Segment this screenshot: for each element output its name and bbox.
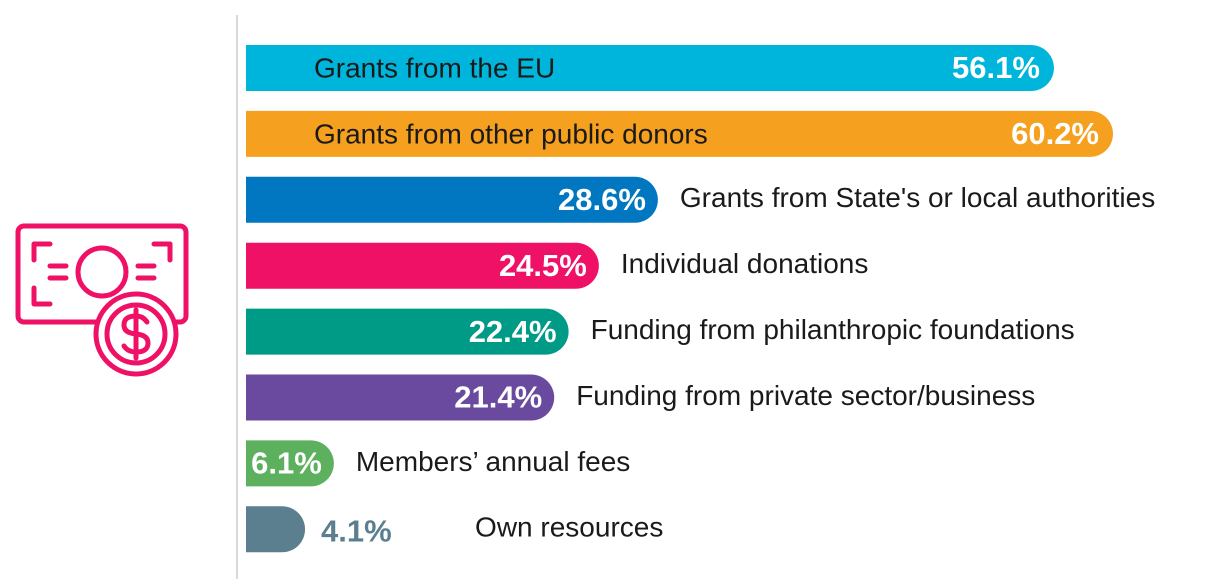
bar <box>246 110 1113 157</box>
bar <box>246 45 1054 91</box>
bar <box>246 374 555 421</box>
category-label: Individual donations <box>621 248 869 279</box>
category-label: Members’ annual fees <box>356 446 630 477</box>
value-label: 60.2% <box>1011 116 1099 151</box>
money-icon <box>15 223 189 377</box>
bar <box>246 308 569 355</box>
value-label: 22.4% <box>469 314 557 349</box>
bar <box>246 176 658 223</box>
category-label: Grants from the EU <box>314 52 555 83</box>
bar <box>246 506 306 553</box>
value-label: 4.1% <box>321 513 392 548</box>
category-label: Own resources <box>475 512 663 543</box>
value-label: 56.1% <box>952 50 1040 85</box>
bar <box>246 440 334 487</box>
value-label: 21.4% <box>454 380 542 415</box>
category-label: Funding from private sector/business <box>576 380 1035 411</box>
value-label: 24.5% <box>499 248 587 283</box>
value-label: 28.6% <box>558 182 646 217</box>
category-label: Grants from other public donors <box>314 118 708 149</box>
category-label: Grants from State's or local authorities <box>680 182 1155 213</box>
value-label: 6.1% <box>251 446 322 481</box>
category-label: Funding from philanthropic foundations <box>591 314 1075 345</box>
bar <box>246 242 599 289</box>
